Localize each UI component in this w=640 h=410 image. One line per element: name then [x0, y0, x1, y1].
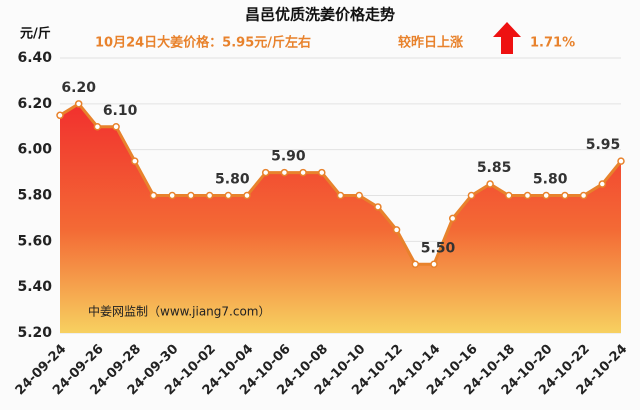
marker — [579, 191, 588, 200]
marker — [318, 168, 326, 177]
marker — [617, 157, 625, 165]
marker — [392, 226, 401, 234]
subtitle: 10月24日大姜价格：5.95元/斤左右 — [95, 35, 311, 51]
marker — [205, 191, 214, 200]
up-arrow — [493, 22, 521, 54]
change-text: 较昨日上涨 — [398, 35, 463, 51]
marker — [74, 100, 83, 108]
marker — [299, 168, 307, 177]
y-tick-label: 5.20 — [17, 325, 52, 341]
data-label: 6.10 — [103, 103, 138, 119]
data-label: 5.95 — [586, 137, 621, 153]
y-axis-label: 元/斤 — [20, 26, 51, 42]
marker — [542, 191, 550, 200]
y-tick-label: 5.80 — [17, 188, 52, 204]
watermark: 中姜网监制（www.jiang7.com） — [88, 304, 270, 319]
marker — [467, 191, 476, 200]
data-label: 6.20 — [61, 80, 96, 96]
chart-title: 昌邑优质洗姜价格走势 — [245, 6, 395, 24]
data-label: 5.90 — [271, 149, 306, 165]
marker — [168, 191, 176, 200]
marker — [561, 191, 569, 200]
marker — [56, 111, 64, 120]
marker — [598, 180, 607, 188]
marker — [112, 123, 120, 131]
y-tick-label: 6.40 — [17, 50, 52, 66]
y-tick-label: 6.00 — [17, 142, 52, 158]
y-tick-label: 6.20 — [17, 96, 52, 112]
marker — [187, 191, 195, 200]
marker — [505, 191, 513, 200]
data-label: 5.85 — [477, 160, 512, 176]
marker — [224, 191, 233, 200]
change-value: 1.71% — [530, 36, 575, 51]
marker — [93, 123, 102, 131]
marker — [243, 191, 251, 200]
marker — [411, 260, 420, 268]
marker — [374, 203, 382, 211]
marker — [523, 191, 532, 200]
data-label: 5.50 — [421, 240, 456, 256]
marker — [355, 191, 363, 200]
data-label: 5.80 — [533, 172, 568, 188]
marker — [336, 191, 345, 200]
y-tick-label: 5.40 — [17, 279, 52, 295]
marker — [430, 260, 438, 268]
data-label: 5.80 — [215, 172, 250, 188]
marker — [261, 168, 270, 177]
marker — [131, 157, 139, 165]
marker — [149, 191, 158, 200]
marker — [486, 180, 494, 188]
y-tick-label: 5.60 — [17, 233, 52, 249]
marker — [280, 168, 289, 177]
area — [60, 103, 621, 333]
marker — [448, 214, 457, 223]
